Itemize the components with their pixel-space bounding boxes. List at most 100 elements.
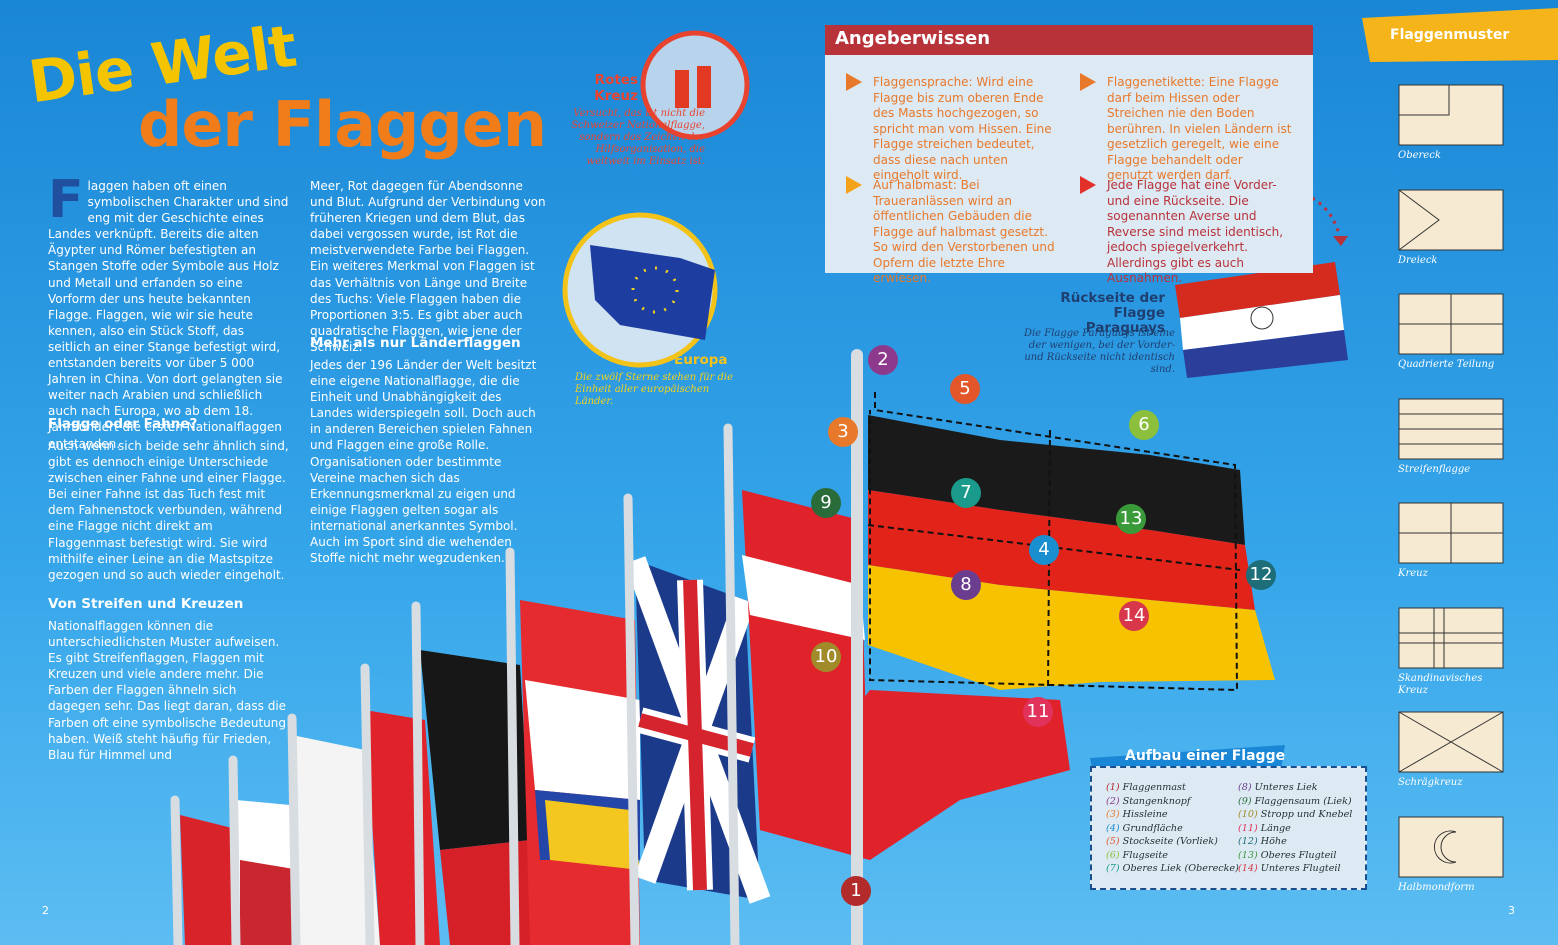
legend-number: (5) — [1106, 836, 1120, 847]
legend-number: (7) — [1106, 863, 1120, 874]
legend-title: Aufbau einer Flagge — [1125, 748, 1286, 764]
fact-text: Auf halbmast: Bei Traueranlässen wird an… — [873, 178, 1055, 285]
legend-item: (5) Stockseite (Vorliek) — [1106, 836, 1218, 847]
pattern-icon — [1398, 84, 1504, 146]
legend-number: (9) — [1238, 795, 1252, 807]
legend-number: (10) — [1238, 809, 1258, 820]
legend-label: Grundfläche — [1122, 822, 1183, 834]
marker: 11 — [1023, 697, 1053, 727]
marker: 8 — [951, 570, 981, 600]
bullet — [1080, 73, 1096, 91]
pattern-label: Obereck — [1398, 150, 1441, 161]
legend-number: (2) — [1106, 795, 1120, 807]
legend-label: Oberes Liek (Oberecke) — [1122, 863, 1239, 874]
paragraph: Jedes der 196 Länder der Welt besitzt ei… — [310, 358, 537, 566]
marker: 7 — [951, 478, 981, 508]
pattern-icon — [1398, 189, 1504, 250]
facts-title: Angeberwissen — [825, 25, 1313, 55]
legend-number: (8) — [1238, 782, 1252, 793]
caption: Die zwölf Sterne stehen für die Einheit … — [575, 372, 734, 407]
legend-item: (12) Höhe — [1238, 836, 1287, 847]
legend-label: Hissleine — [1122, 809, 1168, 820]
caption-title: Rückseite der Flagge Paraguays — [1060, 290, 1165, 336]
legend-item: (3) Hissleine — [1106, 809, 1168, 820]
page-number: 3 — [1508, 904, 1515, 917]
pattern-label: Schrägkreuz — [1398, 777, 1463, 788]
pattern-icon — [1398, 711, 1504, 773]
facts-box: Angeberwissen Flaggensprache: Wird eine … — [825, 25, 1313, 285]
pattern-icon — [1398, 502, 1504, 564]
marker: 1 — [841, 876, 871, 906]
legend-number: (14) — [1238, 863, 1258, 874]
bullet — [846, 176, 862, 194]
legend-item: (11) Länge — [1238, 823, 1291, 834]
legend-number: (6) — [1106, 849, 1120, 861]
marker: 5 — [950, 374, 980, 404]
marker: 10 — [811, 642, 841, 672]
pattern-label: Halbmondform — [1398, 881, 1475, 893]
caption-title: Europa — [674, 352, 728, 368]
legend-item: (9) Flaggensaum (Liek) — [1238, 796, 1352, 807]
legend-item: (7) Oberes Liek (Oberecke) — [1106, 863, 1239, 874]
legend-label: Flaggenmast — [1122, 782, 1186, 793]
legend-item: (4) Grundfläche — [1106, 823, 1183, 834]
marker: 12 — [1246, 560, 1276, 590]
heading: Von Streifen und Kreuzen — [48, 596, 244, 612]
pattern-icon — [1398, 293, 1504, 355]
legend-number: (12) — [1238, 836, 1258, 847]
legend-item: (14) Unteres Flugteil — [1238, 863, 1341, 874]
heading: Flagge oder Fahne? — [48, 416, 198, 432]
heading: Mehr als nur Länderflaggen — [310, 335, 521, 351]
legend-label: Stockseite (Vorliek) — [1122, 836, 1218, 847]
caption-title: Rotes Kreuz — [594, 72, 638, 104]
marker: 9 — [811, 488, 841, 518]
legend-label: Oberes Flugteil — [1260, 849, 1337, 861]
paragraph: Nationalflaggen können die unterschiedli… — [48, 619, 287, 762]
legend-item: (1) Flaggenmast — [1106, 782, 1186, 793]
marker: 3 — [828, 417, 858, 447]
caption: Versucht, das ist nicht die Schweizer Na… — [571, 108, 705, 167]
marker: 6 — [1129, 410, 1159, 440]
legend-label: Unteres Flugteil — [1260, 863, 1341, 874]
paragraph: Flaggen haben oft einen symbolischen Cha… — [48, 170, 289, 451]
paragraph: Meer, Rot dagegen für Abendsonne und Blu… — [310, 179, 546, 354]
legend-number: (13) — [1238, 849, 1258, 861]
pattern-label: Kreuz — [1398, 568, 1428, 579]
marker: 13 — [1116, 504, 1146, 534]
legend-item: (13) Oberes Flugteil — [1238, 850, 1336, 861]
legend-label: Höhe — [1260, 836, 1287, 847]
legend-label: Flaggensaum (Liek) — [1254, 795, 1352, 807]
legend-number: (1) — [1106, 782, 1120, 793]
legend-number: (11) — [1238, 822, 1258, 834]
pattern-icon — [1398, 398, 1504, 459]
legend-box: (1) Flaggenmast (2) Stangenknopf (3) Hissl… — [1090, 766, 1367, 890]
sidebar-title: Flaggenmuster — [1390, 27, 1510, 43]
fact-text: Flaggensprache: Wird eine Flagge bis zum… — [873, 75, 1052, 182]
legend-number: (4) — [1106, 822, 1120, 834]
marker: 2 — [868, 345, 898, 375]
marker: 4 — [1029, 535, 1059, 565]
pattern-label: Dreieck — [1398, 254, 1438, 266]
legend-item: (6) Flugseite — [1106, 850, 1168, 861]
paragraph: Auch wenn sich beide sehr ähnlich sind, … — [48, 439, 289, 582]
pattern-label: Quadrierte Teilung — [1398, 359, 1495, 370]
marker: 14 — [1119, 601, 1149, 631]
legend-label: Unteres Liek — [1254, 782, 1318, 793]
bullet — [1080, 176, 1096, 194]
fact-text: Flaggenetikette: Eine Flagge darf beim H… — [1107, 75, 1292, 182]
fact-text: Jede Flagge hat eine Vorder- und eine Rü… — [1107, 178, 1284, 285]
pattern-label: Skandinavisches Kreuz — [1398, 672, 1483, 696]
pattern-label: Streifenflagge — [1398, 463, 1471, 475]
pattern-icon — [1398, 816, 1504, 877]
legend-item: (2) Stangenknopf — [1106, 796, 1190, 807]
caption: Die Flagge Paraguays ist eine der wenige… — [1023, 328, 1175, 375]
legend-label: Flugseite — [1122, 849, 1168, 861]
legend-item: (10) Stropp und Knebel — [1238, 809, 1352, 820]
legend-label: Länge — [1260, 822, 1291, 834]
title: der Flaggen — [138, 88, 547, 161]
legend-item: (8) Unteres Liek — [1238, 782, 1318, 793]
pattern-icon — [1398, 607, 1504, 668]
page-number: 2 — [42, 904, 49, 917]
